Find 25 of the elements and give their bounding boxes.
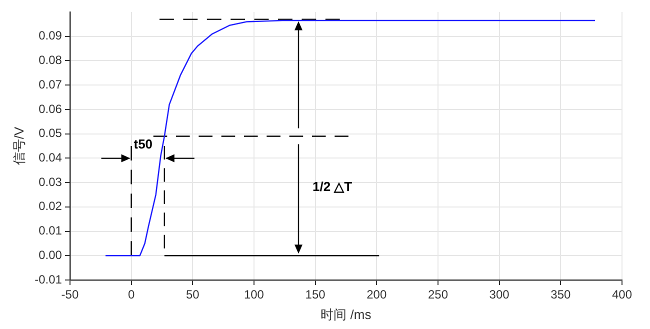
y-tick-label: -0.01: [34, 272, 62, 286]
y-tick-label: 0.09: [38, 28, 62, 43]
y-tick-label: 0.01: [38, 224, 62, 238]
y-tick-label: 0.05: [38, 126, 62, 140]
x-tick-label: 350: [550, 288, 571, 302]
y-tick-label: 0.06: [38, 102, 62, 116]
x-tick-label: 200: [366, 288, 387, 302]
y-tick-label: 0.08: [38, 53, 62, 68]
x-tick-label: 250: [428, 288, 448, 302]
annotation: 1/2 △T: [312, 179, 352, 194]
x-tick-label: 50: [186, 288, 200, 302]
x-axis-title: 时间 /ms: [320, 306, 372, 322]
y-tick-label: 0.02: [38, 199, 62, 214]
x-tick-label: 0: [128, 288, 135, 302]
y-tick-label: 0.04: [38, 150, 62, 164]
x-tick-label: -50: [61, 288, 79, 302]
y-tick-label: 0.00: [38, 248, 62, 262]
annotation: t50: [134, 136, 153, 152]
x-tick-label: 100: [244, 288, 264, 302]
y-tick-label: 0.07: [38, 77, 62, 92]
y-tick-label: 0.03: [38, 174, 62, 189]
x-tick-label: 400: [612, 288, 632, 302]
x-tick-label: 300: [489, 288, 510, 302]
y-axis-title: 信号/V: [11, 126, 26, 166]
x-tick-label: 150: [305, 288, 326, 302]
